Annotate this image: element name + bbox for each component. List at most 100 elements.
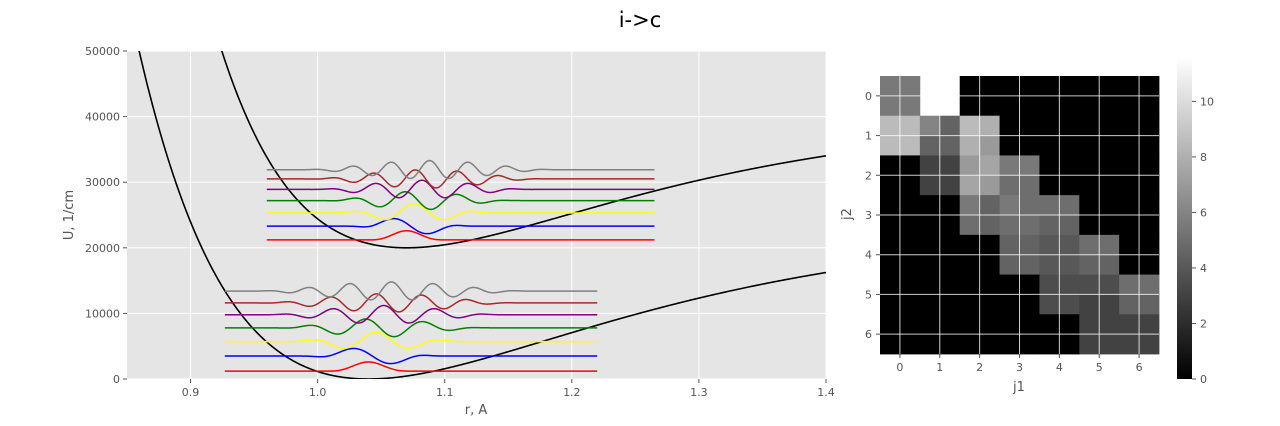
heatmap-cell [1039,334,1060,355]
heatmap-cell [899,76,921,97]
potential-energy-chart: 0.9 1.0 1.1 1.2 1.3 1.4 0 10000 20000 30000 40000 5… [62,45,835,418]
wavefunction-lower-v3 [224,318,598,338]
heatmap-cell [1139,274,1160,295]
heatmap-cell [919,334,941,355]
heatmap-cell [959,274,981,295]
heatmap-cell [1019,135,1040,156]
heatmap-cell [1039,314,1060,335]
heatmap-cell [1039,135,1060,156]
heatmap-cell [1059,215,1080,236]
heatmap-cell [1139,334,1160,355]
wavefunction-lower-v0 [224,361,598,372]
heatmap-cell [979,294,1000,315]
heatmap-cell [959,76,981,97]
heatmap-gridlines [880,76,1159,354]
heatmap-cell [880,334,901,355]
heatmap-cell [899,135,921,156]
heatmap-cell [1139,115,1160,136]
overlap-heatmap: 0 1 2 3 4 5 6 0 1 2 3 4 5 6 j1 j2 [840,76,1160,395]
colorbar-tick-label: 0 [1200,373,1207,386]
heatmap-y-tick-label: 0 [865,90,872,103]
heatmap-cell [1019,294,1040,315]
heatmap-cell [1119,115,1140,136]
heatmap-cell [979,254,1000,275]
heatmap-cell [919,234,941,256]
heatmap-cell [959,234,981,256]
heatmap-cell [999,195,1020,216]
heatmap-cell [1019,76,1040,97]
heatmap-cell [1019,254,1040,275]
heatmap-cell [899,175,921,196]
wavefunction-upper-v3 [266,191,655,211]
heatmap-cell [939,314,961,335]
heatmap-cell [1119,334,1140,355]
wavefunction-lower-v6 [224,281,598,301]
wavefunction-upper-v1 [266,217,655,235]
heatmap-cell [1039,95,1060,117]
heatmap-cell [1039,274,1060,295]
heatmap-cell [1059,135,1080,156]
colorbar-tick-label: 2 [1200,317,1207,330]
x-tick-label: 1.2 [563,386,581,399]
heatmap-x-tick-label: 2 [976,361,983,374]
heatmap-cell [939,195,961,216]
heatmap-cell [1139,76,1160,97]
heatmap-cell [999,155,1020,176]
heatmap-cell [999,254,1020,275]
heatmap-cell [899,294,921,315]
x-tick-label: 0.9 [182,386,200,399]
heatmap-cell [1099,155,1120,176]
heatmap-cell [1019,175,1040,196]
plot-area [127,51,826,379]
wavefunction-lower-v5 [224,293,598,313]
heatmap-cell [959,195,981,216]
heatmap-cell [899,234,921,256]
heatmap-cell [919,115,941,136]
heatmap-cell [880,215,901,236]
x-tick-label: 1.4 [817,386,835,399]
heatmap-cell [1019,215,1040,236]
heatmap-cell [979,115,1000,136]
heatmap-cell [959,135,981,156]
heatmap-y-tick-label: 1 [865,130,872,143]
x-tick-label: 1.1 [436,386,454,399]
heatmap-cell [1119,215,1140,236]
heatmap-cell [1099,314,1120,335]
wavefunction-upper-v0 [266,229,655,241]
heatmap-cell [979,234,1000,256]
heatmap-cell [1139,155,1160,176]
heatmap-cell [899,274,921,295]
heatmap-cell [919,274,941,295]
heatmap-cell [1019,234,1040,256]
plot-ticks: 0.9 1.0 1.1 1.2 1.3 1.4 0 10000 20000 30000 40000 5… [85,45,835,399]
heatmap-cell [939,274,961,295]
heatmap-cell [999,115,1020,136]
heatmap-cell [880,95,901,117]
heatmap-cell [919,195,941,216]
y-tick-label: 30000 [85,176,120,189]
heatmap-cell [1139,175,1160,196]
heatmap-cell [979,76,1000,97]
heatmap-cell [979,215,1000,236]
heatmap-cell [999,314,1020,335]
heatmap-cell [999,215,1020,236]
heatmap-cell [1079,294,1100,315]
heatmap-cell [1099,195,1120,216]
heatmap-cell [1139,234,1160,256]
heatmap-cell [1099,334,1120,355]
heatmap-cell [1039,215,1060,236]
colorbar-gradient [1177,57,1192,379]
heatmap-cell [1079,334,1100,355]
heatmap-cell [979,274,1000,295]
series-group [138,51,826,379]
heatmap-cell [1139,254,1160,275]
heatmap-cell [1119,155,1140,176]
heatmap-cell [1099,115,1120,136]
heatmap-cell [1079,76,1100,97]
wavefunction-lower-v1 [224,347,598,365]
heatmap-cell [939,334,961,355]
heatmap-cell [979,95,1000,117]
heatmap-cell [899,115,921,136]
wavefunction-upper-v6 [266,159,655,180]
